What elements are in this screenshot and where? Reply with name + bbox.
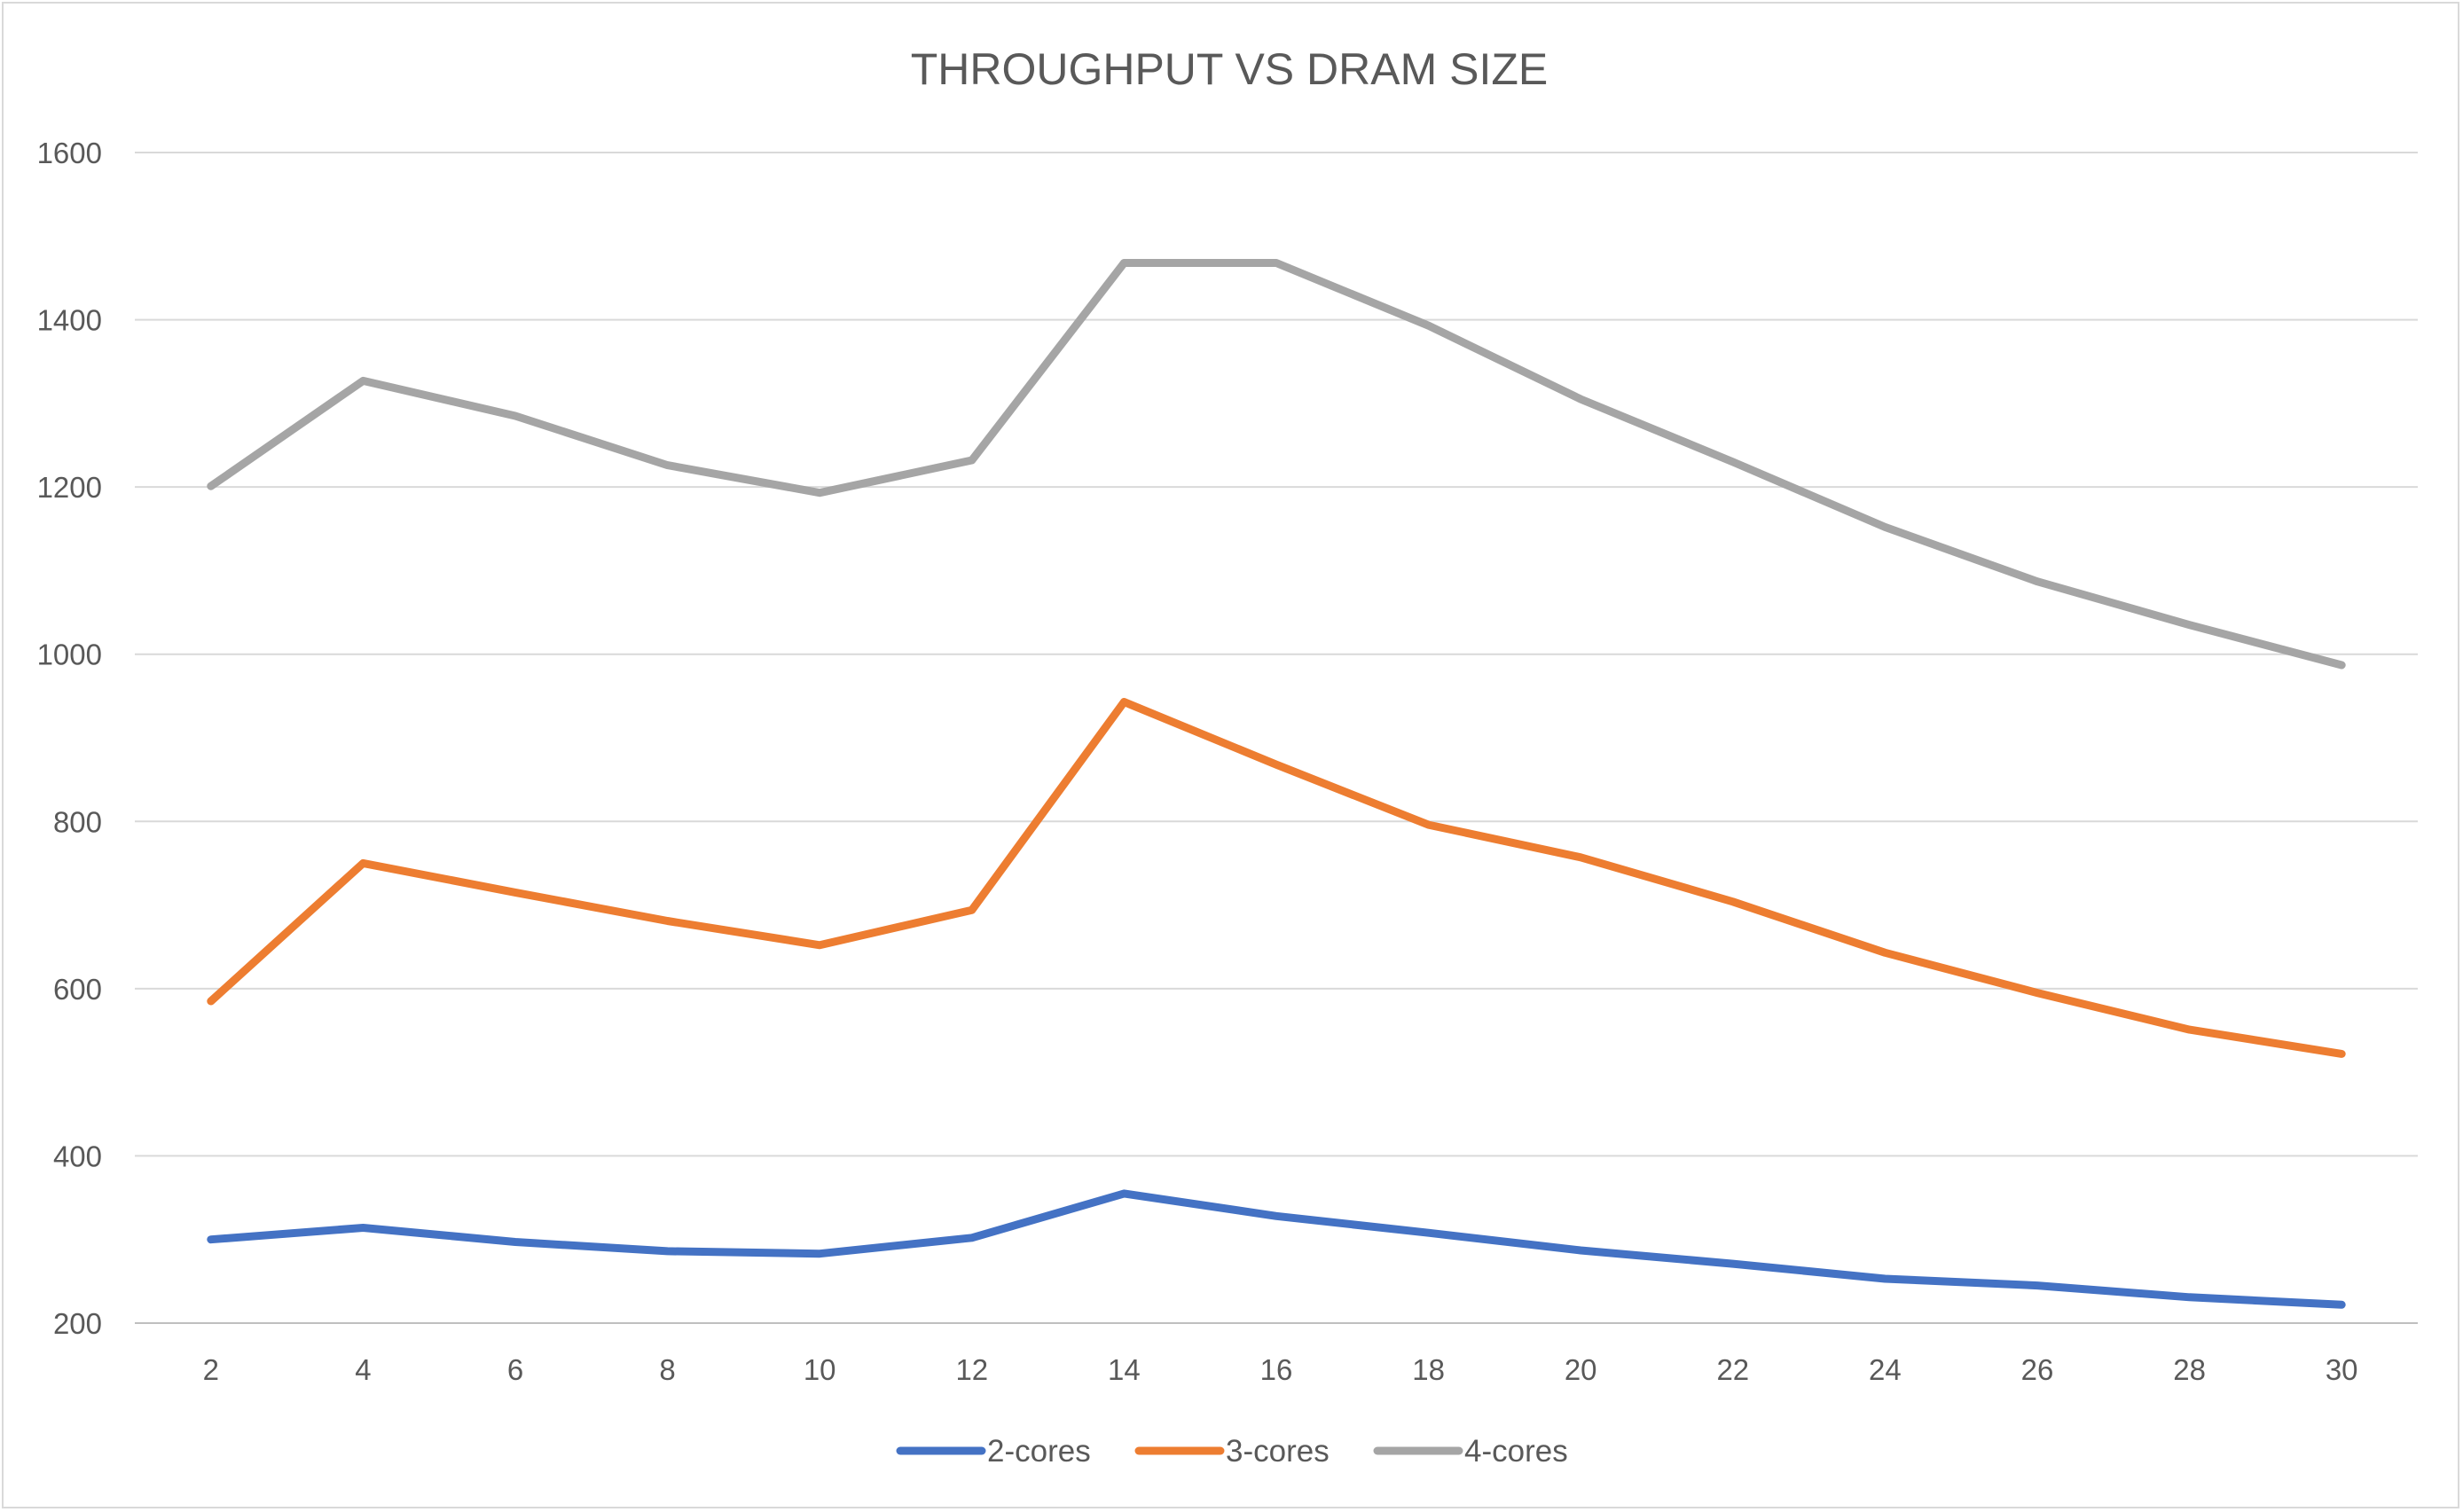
x-tick-label-16: 16 [1260, 1353, 1293, 1386]
legend: 2-cores 3-cores 4-cores [896, 1434, 1568, 1469]
x-tick-label-10: 10 [804, 1353, 836, 1386]
series-line-3-cores [207, 698, 2346, 1058]
x-tick-label-28: 28 [2173, 1353, 2206, 1386]
x-tick-label-4: 4 [355, 1353, 371, 1386]
legend-label-4-cores: 4-cores [1464, 1434, 1568, 1469]
gridlines [135, 152, 2418, 1324]
legend-label-3-cores: 3-cores [1226, 1434, 1330, 1469]
y-tick-label-1400: 1400 [37, 304, 102, 337]
y-axis-tick-labels: 200 400 600 800 1000 1200 1400 1600 [37, 137, 102, 1340]
x-tick-label-20: 20 [1565, 1353, 1597, 1386]
x-tick-label-18: 18 [1412, 1353, 1445, 1386]
y-tick-label-1200: 1200 [37, 471, 102, 504]
x-tick-label-6: 6 [507, 1353, 523, 1386]
x-tick-label-14: 14 [1108, 1353, 1141, 1386]
y-tick-label-800: 800 [53, 805, 102, 838]
x-axis-tick-labels: 2 4 6 8 10 12 14 16 18 20 22 24 26 28 30 [203, 1353, 2358, 1386]
x-tick-label-2: 2 [203, 1353, 219, 1386]
x-tick-label-12: 12 [955, 1353, 988, 1386]
x-tick-label-8: 8 [659, 1353, 675, 1386]
legend-label-2-cores: 2-cores [987, 1434, 1091, 1469]
x-tick-label-24: 24 [1869, 1353, 1902, 1386]
y-tick-label-400: 400 [53, 1140, 102, 1172]
series-lines [207, 259, 2346, 1309]
x-tick-label-26: 26 [2021, 1353, 2054, 1386]
x-tick-label-30: 30 [2326, 1353, 2358, 1386]
chart-title: THROUGHPUT VS DRAM SIZE [911, 44, 1549, 94]
y-tick-label-1000: 1000 [37, 638, 102, 671]
y-tick-label-200: 200 [53, 1307, 102, 1340]
y-tick-label-600: 600 [53, 973, 102, 1006]
y-tick-label-1600: 1600 [37, 137, 102, 169]
x-tick-label-22: 22 [1716, 1353, 1749, 1386]
series-line-2-cores [207, 1189, 2346, 1309]
series-line-4-cores [207, 259, 2346, 670]
